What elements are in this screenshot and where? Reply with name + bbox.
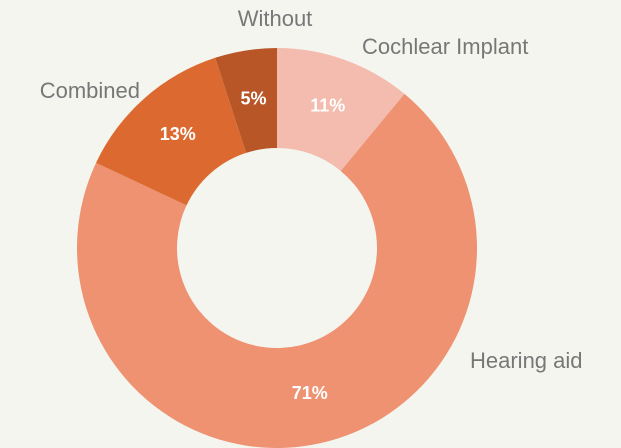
category-label: Without — [238, 6, 313, 31]
donut-slice — [77, 93, 477, 448]
value-label: 13% — [160, 124, 196, 144]
donut-slice — [277, 48, 405, 171]
value-label: 11% — [310, 96, 345, 116]
donut-slice — [96, 57, 247, 206]
value-label: 71% — [292, 383, 328, 403]
category-label: Combined — [40, 78, 140, 103]
category-label: Cochlear Implant — [362, 34, 528, 59]
donut-slice — [215, 48, 277, 153]
value-label: 5% — [241, 89, 267, 109]
category-label: Hearing aid — [470, 348, 583, 373]
